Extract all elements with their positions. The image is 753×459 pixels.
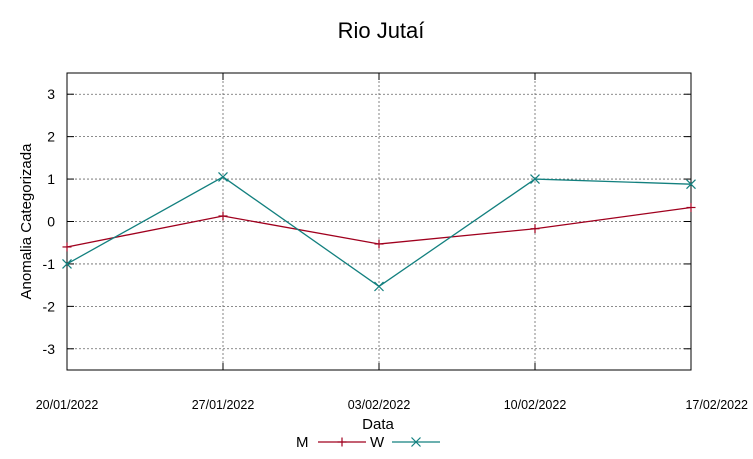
- marker-cross: [374, 281, 384, 292]
- marker-cross: [686, 179, 696, 190]
- series-W: [62, 172, 696, 292]
- y-tick-label: -3: [43, 341, 56, 357]
- series-layer: [62, 172, 696, 292]
- y-axis-label: Anomalia Categorizada: [18, 143, 35, 300]
- x-tick-label: 20/01/2022: [36, 398, 99, 412]
- x-axis-label: Data: [362, 416, 394, 433]
- marker-cross: [218, 172, 228, 182]
- grid-lines: [67, 73, 691, 370]
- legend-label: W: [370, 434, 385, 451]
- legend-item: W: [370, 434, 440, 451]
- legend-label: M: [296, 434, 309, 451]
- x-tick-label: 17/02/2022: [685, 398, 748, 412]
- y-tick-label: 1: [47, 171, 55, 187]
- legend-item: M: [296, 434, 366, 451]
- y-tick-label: -2: [43, 298, 56, 314]
- y-tick-label: 3: [47, 86, 55, 102]
- x-tick-label: 27/01/2022: [192, 398, 255, 412]
- chart-title: Rio Jutaí: [338, 18, 425, 43]
- series-M: [62, 202, 696, 252]
- y-axis: -3 -2 -1 0 1 2 3: [43, 86, 691, 357]
- y-tick-label: -1: [43, 256, 56, 272]
- x-tick-label: 10/02/2022: [504, 398, 567, 412]
- marker-cross: [62, 259, 72, 269]
- y-tick-label: 0: [47, 214, 55, 230]
- marker-cross: [530, 174, 540, 184]
- x-axis: 20/01/2022 27/01/2022 03/02/2022 10/02/2022…: [36, 73, 748, 412]
- marker-cross: [411, 437, 421, 447]
- y-tick-label: 2: [47, 129, 55, 145]
- x-tick-label: 03/02/2022: [348, 398, 411, 412]
